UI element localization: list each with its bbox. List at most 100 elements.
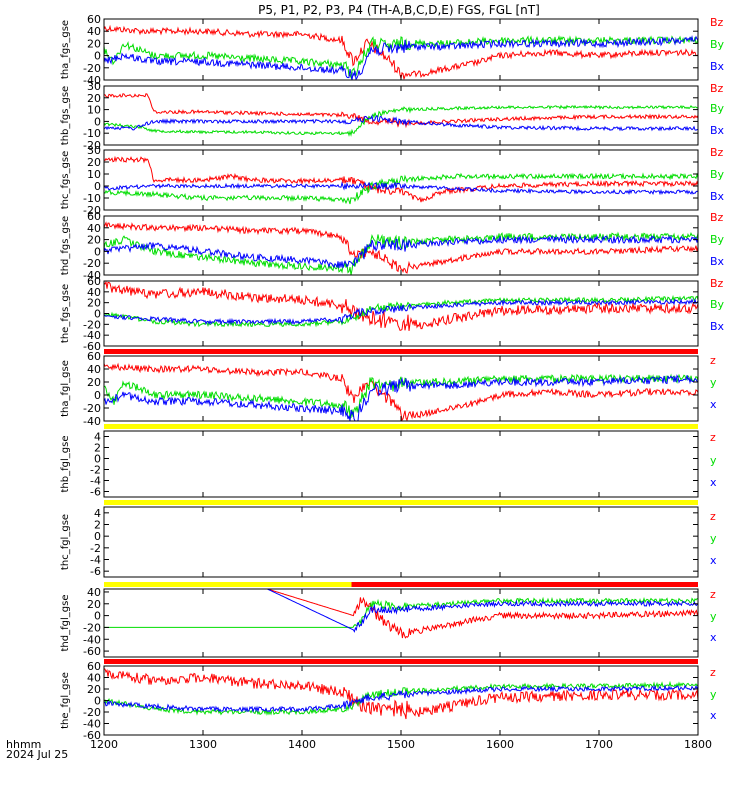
legend-z: z [710, 510, 716, 523]
status-bar [104, 659, 698, 664]
y-tick-label: 40 [87, 25, 101, 38]
legend-z: z [710, 354, 716, 367]
y-axis-label: the_fgl_gse [60, 672, 71, 729]
y-tick-label: 40 [87, 286, 101, 299]
legend-y: y [710, 376, 717, 389]
legend-Bx: Bx [710, 60, 725, 73]
y-tick-label: -2 [90, 464, 101, 477]
panel-thb_fgl_gse: 420-2-4-6 thb_fgl_gse zyx [60, 424, 717, 499]
y-tick-label: 30 [87, 144, 101, 157]
y-tick-label: -40 [83, 329, 101, 342]
legend-By: By [710, 298, 725, 311]
y-tick-label: 20 [87, 92, 101, 105]
x-label-date: 2024 Jul 25 [6, 748, 68, 761]
y-tick-label: 0 [94, 530, 101, 543]
y-tick-label: 20 [87, 598, 101, 611]
legend-Bz: Bz [710, 82, 724, 95]
y-tick-label: -60 [83, 340, 101, 353]
legend-Bx: Bx [710, 124, 725, 137]
y-tick-label: 0 [94, 308, 101, 321]
y-tick-label: 60 [87, 13, 101, 26]
y-tick-label: 30 [87, 80, 101, 93]
legend-Bz: Bz [710, 16, 724, 29]
y-tick-label: -40 [83, 74, 101, 87]
series-z [103, 668, 699, 720]
legend-z: z [710, 431, 716, 444]
y-tick-label: 60 [87, 350, 101, 363]
series-By [103, 34, 699, 80]
legend-y: y [710, 610, 717, 623]
legend-z: z [710, 588, 716, 601]
series-z [103, 362, 699, 422]
y-tick-label: 0 [94, 245, 101, 258]
y-tick-label: 60 [87, 660, 101, 673]
legend-Bz: Bz [710, 211, 724, 224]
series-y [104, 596, 699, 628]
legend-By: By [710, 233, 725, 246]
x-tick-label: 1400 [288, 738, 316, 751]
y-tick-label: 40 [87, 222, 101, 235]
y-tick-label: 0 [94, 610, 101, 623]
y-tick-label: 10 [87, 168, 101, 181]
legend-x: x [710, 398, 717, 411]
y-tick-label: 20 [87, 297, 101, 310]
y-tick-label: 60 [87, 210, 101, 223]
y-tick-label: 2 [94, 519, 101, 532]
legend-x: x [710, 476, 717, 489]
legend-Bz: Bz [710, 146, 724, 159]
y-tick-label: -60 [83, 645, 101, 658]
panel-thc_fgl_gse: 420-2-4-6 thc_fgl_gse zyx [60, 500, 717, 578]
series-z [267, 588, 698, 639]
legend-y: y [710, 532, 717, 545]
y-tick-label: -20 [83, 621, 101, 634]
y-tick-label: -20 [83, 318, 101, 331]
status-bar [104, 424, 698, 429]
y-tick-label: 0 [94, 180, 101, 193]
y-tick-label: -20 [83, 706, 101, 719]
y-axis-label: thc_fgs_gse [60, 151, 71, 210]
x-axis: 1200 1300 1400 1500 1600 1700 1800 [90, 738, 712, 751]
y-tick-label: -20 [83, 139, 101, 152]
y-tick-label: -40 [83, 633, 101, 646]
y-tick-label: -2 [90, 542, 101, 555]
panel-frame [103, 430, 699, 498]
y-tick-label: -4 [90, 554, 101, 567]
x-tick-label: 1800 [684, 738, 712, 751]
series-Bx [103, 35, 699, 81]
y-axis-label: thd_fgs_gse [60, 216, 71, 275]
y-axis-label: thb_fgs_gse [60, 86, 71, 145]
y-tick-label: 20 [87, 234, 101, 247]
legend-By: By [710, 38, 725, 51]
series-Bx [103, 114, 699, 132]
status-bar [351, 582, 698, 587]
status-bar [104, 582, 352, 587]
series-y [103, 373, 699, 420]
panel-frame [103, 18, 699, 81]
series-x [267, 588, 698, 633]
legend-By: By [710, 168, 725, 181]
y-tick-label: 0 [94, 695, 101, 708]
legend-x: x [710, 709, 717, 722]
x-tick-label: 1300 [189, 738, 217, 751]
series-Bz [103, 221, 699, 274]
y-tick-label: 0 [94, 115, 101, 128]
series-x [103, 684, 699, 714]
series-By [103, 172, 699, 205]
legend-x: x [710, 631, 717, 644]
y-axis-label: thb_fgl_gse [60, 436, 71, 493]
y-tick-label: -20 [83, 62, 101, 75]
legend-Bx: Bx [710, 320, 725, 333]
legend-y: y [710, 688, 717, 701]
y-tick-label: 20 [87, 156, 101, 169]
y-tick-label: 20 [87, 683, 101, 696]
status-bar [104, 349, 698, 354]
panel-frame [103, 85, 699, 146]
y-tick-label: -20 [83, 257, 101, 270]
y-tick-label: -40 [83, 269, 101, 282]
y-tick-label: -40 [83, 718, 101, 731]
series-Bx [103, 297, 699, 326]
